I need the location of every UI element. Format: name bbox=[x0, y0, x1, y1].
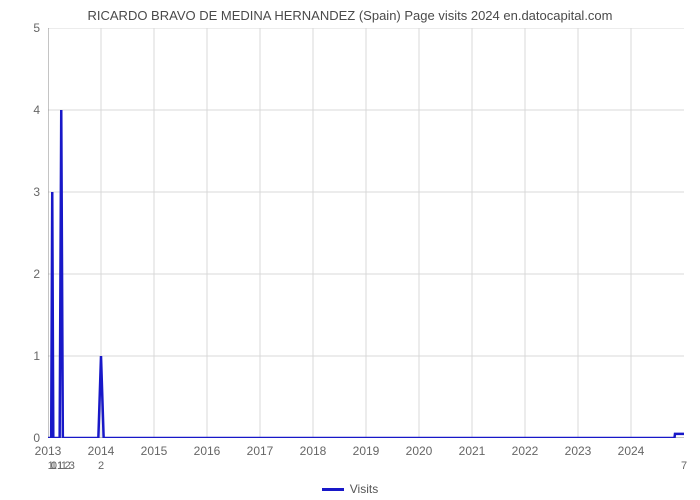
y-tick-label: 5 bbox=[33, 21, 40, 35]
y-tick-label: 2 bbox=[33, 267, 40, 281]
x-tick-label: 2020 bbox=[406, 444, 433, 458]
chart-title: RICARDO BRAVO DE MEDINA HERNANDEZ (Spain… bbox=[0, 8, 700, 23]
secondary-x-label: 7 bbox=[681, 460, 687, 472]
x-tick-label: 2018 bbox=[300, 444, 327, 458]
x-tick-label: 2014 bbox=[88, 444, 115, 458]
x-tick-label: 2022 bbox=[512, 444, 539, 458]
x-tick-label: 2019 bbox=[353, 444, 380, 458]
x-tick-label: 2017 bbox=[247, 444, 274, 458]
chart-svg bbox=[48, 28, 684, 438]
legend-label: Visits bbox=[350, 482, 378, 496]
y-tick-label: 3 bbox=[33, 185, 40, 199]
x-tick-label: 2016 bbox=[194, 444, 221, 458]
x-tick-label: 2015 bbox=[141, 444, 168, 458]
y-tick-label: 1 bbox=[33, 349, 40, 363]
secondary-x-label: 2 bbox=[98, 460, 104, 472]
y-tick-label: 4 bbox=[33, 103, 40, 117]
x-tick-label: 2013 bbox=[35, 444, 62, 458]
legend-swatch bbox=[322, 488, 344, 491]
x-tick-label: 2023 bbox=[565, 444, 592, 458]
x-tick-label: 2021 bbox=[459, 444, 486, 458]
y-tick-label: 0 bbox=[33, 431, 40, 445]
chart-plot-area: 012345 201320142015201620172018201920202… bbox=[48, 28, 684, 438]
x-tick-label: 2024 bbox=[618, 444, 645, 458]
legend: Visits bbox=[0, 481, 700, 496]
secondary-x-label: 3 bbox=[69, 460, 75, 472]
